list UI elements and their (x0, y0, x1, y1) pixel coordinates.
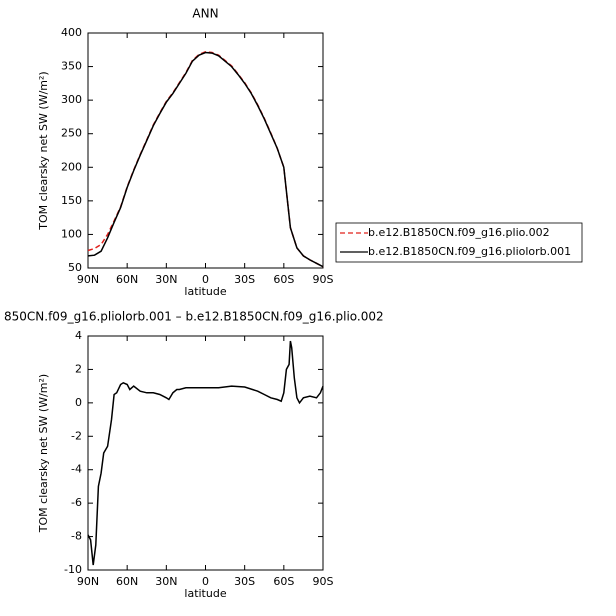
x-tick-label: 30S (234, 575, 255, 588)
y-tick-label: -8 (71, 530, 82, 543)
x-tick-label: 30S (234, 273, 255, 286)
x-tick-label: 60S (273, 273, 294, 286)
x-axis-label: latitude (184, 285, 226, 298)
y-tick-label: 200 (61, 160, 82, 173)
x-tick-label: 30N (155, 575, 177, 588)
x-tick-label: 90N (77, 273, 99, 286)
x-tick-label: 30N (155, 273, 177, 286)
y-tick-label: -2 (71, 429, 82, 442)
y-tick-label: 150 (61, 194, 82, 207)
x-tick-label: 90N (77, 575, 99, 588)
x-tick-label: 0 (202, 273, 209, 286)
x-tick-label: 60N (116, 575, 138, 588)
y-tick-label: -6 (71, 496, 82, 509)
y-tick-label: -4 (71, 463, 82, 476)
chart-title: 850CN.f09_g16.pliolorb.001 – b.e12.B1850… (4, 310, 384, 324)
legend-frame (335, 222, 583, 263)
y-tick-label: 400 (61, 26, 82, 39)
series-line (87, 340, 324, 566)
x-tick-label: 0 (202, 575, 209, 588)
y-tick-label: 350 (61, 60, 82, 73)
plot-frame (87, 32, 324, 269)
y-tick-label: 0 (75, 396, 82, 409)
y-tick-label: 4 (75, 329, 82, 342)
y-axis-label: TOM clearsky net SW (W/m²) (37, 71, 50, 230)
series-line (87, 51, 324, 268)
x-tick-label: 60S (273, 575, 294, 588)
chart-title: ANN (192, 7, 218, 21)
y-axis-label: TOM clearsky net SW (W/m²) (37, 374, 50, 533)
y-tick-label: 50 (68, 261, 82, 274)
legend-label: b.e12.B1850CN.f09_g16.plio.002 (368, 226, 550, 239)
series-line (87, 51, 324, 268)
x-tick-label: 90S (313, 575, 334, 588)
legend-label: b.e12.B1850CN.f09_g16.pliolorb.001 (368, 245, 571, 258)
x-tick-label: 60N (116, 273, 138, 286)
y-tick-label: 300 (61, 93, 82, 106)
y-tick-label: 2 (75, 362, 82, 375)
y-tick-label: 250 (61, 127, 82, 140)
y-tick-label: -10 (64, 563, 82, 576)
y-tick-label: 100 (61, 227, 82, 240)
x-axis-label: latitude (184, 587, 226, 600)
plot-frame (87, 335, 324, 571)
x-tick-label: 90S (313, 273, 334, 286)
